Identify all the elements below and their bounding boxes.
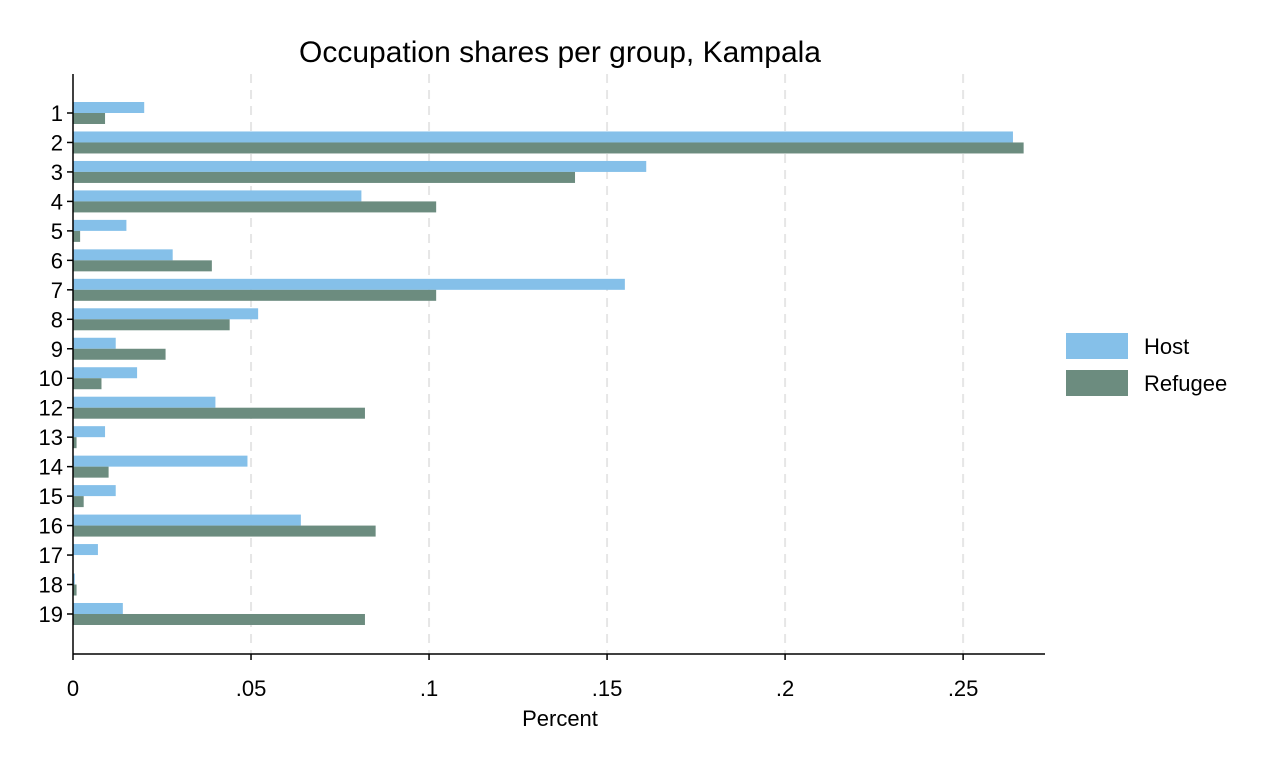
y-tick-label: 7 <box>51 278 63 303</box>
y-tick-label: 1 <box>51 101 63 126</box>
y-tick-label: 9 <box>51 337 63 362</box>
bar-refugee-4 <box>73 201 437 213</box>
y-tick-label: 17 <box>39 543 63 568</box>
bar-refugee-15 <box>73 496 84 508</box>
y-tick-label: 14 <box>39 455 63 480</box>
x-tick-label: .1 <box>420 676 438 701</box>
y-tick-label: 19 <box>39 602 63 627</box>
bar-host-18 <box>73 573 75 585</box>
bar-refugee-18 <box>73 584 77 596</box>
bar-refugee-9 <box>73 348 166 360</box>
bar-host-13 <box>73 426 106 438</box>
y-tick-label: 13 <box>39 425 63 450</box>
x-tick-label: 0 <box>67 676 79 701</box>
y-tick-label: 16 <box>39 514 63 539</box>
bar-host-7 <box>73 278 625 290</box>
y-tick-label: 5 <box>51 219 63 244</box>
bar-refugee-19 <box>73 613 365 625</box>
bar-refugee-2 <box>73 142 1024 154</box>
bar-host-10 <box>73 367 138 379</box>
bar-refugee-13 <box>73 437 77 449</box>
x-tick-label: .05 <box>236 676 267 701</box>
bar-host-12 <box>73 396 216 408</box>
y-tick-label: 12 <box>39 396 63 421</box>
y-tick-label: 6 <box>51 248 63 273</box>
bar-refugee-5 <box>73 230 81 242</box>
legend-label-host: Host <box>1144 334 1189 359</box>
y-tick-label: 2 <box>51 130 63 155</box>
bar-refugee-8 <box>73 319 230 331</box>
bar-host-5 <box>73 219 127 231</box>
bar-host-2 <box>73 131 1013 143</box>
legend-label-refugee: Refugee <box>1144 371 1227 396</box>
bar-host-19 <box>73 602 123 614</box>
bar-refugee-7 <box>73 289 437 301</box>
legend: Host Refugee <box>1066 333 1227 396</box>
x-tick-labels: 0 .05 .1 .15 .2 .25 <box>67 654 979 701</box>
x-axis-label: Percent <box>522 706 598 731</box>
axes <box>72 74 1045 655</box>
bar-host-14 <box>73 455 248 467</box>
x-tick-label: .15 <box>592 676 623 701</box>
bar-host-3 <box>73 160 647 172</box>
bar-host-8 <box>73 308 259 320</box>
y-tick-label: 18 <box>39 573 63 598</box>
bar-host-1 <box>73 102 145 113</box>
bar-refugee-10 <box>73 378 102 390</box>
bar-refugee-16 <box>73 525 376 537</box>
x-tick-label: .2 <box>776 676 794 701</box>
bars <box>73 102 1024 625</box>
y-tick-label: 3 <box>51 160 63 185</box>
bar-refugee-6 <box>73 260 212 272</box>
y-tick-label: 10 <box>39 366 63 391</box>
y-tick-label: 4 <box>51 189 63 214</box>
bar-host-17 <box>73 544 98 556</box>
bar-host-6 <box>73 249 173 261</box>
bar-host-9 <box>73 337 116 349</box>
y-tick-label: 8 <box>51 307 63 332</box>
bar-host-16 <box>73 514 301 526</box>
x-tick-label: .25 <box>948 676 979 701</box>
bar-refugee-1 <box>73 113 106 124</box>
bar-refugee-14 <box>73 466 109 478</box>
chart-title: Occupation shares per group, Kampala <box>299 36 821 69</box>
legend-swatch-host <box>1066 333 1128 359</box>
bar-refugee-3 <box>73 171 576 183</box>
y-tick-label: 15 <box>39 484 63 509</box>
bar-refugee-12 <box>73 407 365 419</box>
bar-host-15 <box>73 485 116 497</box>
bar-host-4 <box>73 190 362 202</box>
legend-swatch-refugee <box>1066 370 1128 396</box>
